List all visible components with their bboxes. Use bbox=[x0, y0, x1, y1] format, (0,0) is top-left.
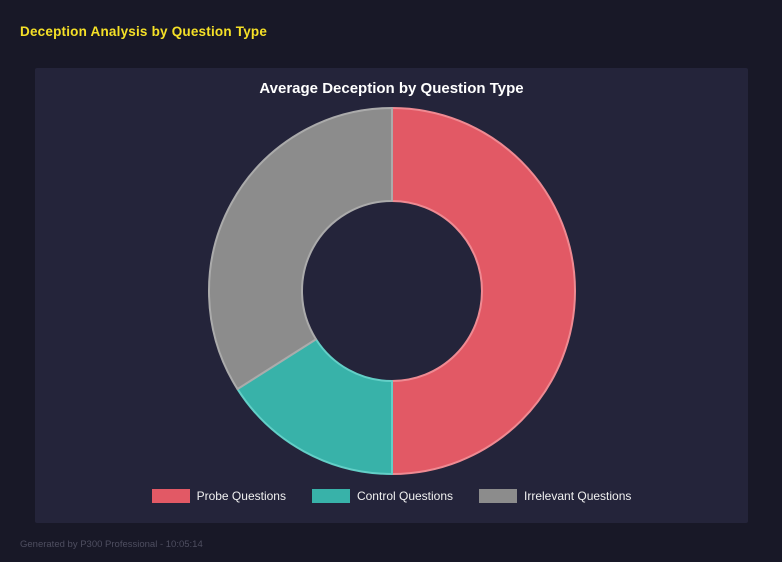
chart-title: Average Deception by Question Type bbox=[259, 80, 524, 97]
legend-item-control-questions[interactable]: Control Questions bbox=[311, 489, 454, 503]
legend-swatch-irrelevant-questions bbox=[479, 489, 518, 503]
donut-segment-irrelevant-questions[interactable] bbox=[207, 107, 393, 391]
footer-text: Generated by P300 Professional - 10:05:1… bbox=[20, 539, 203, 550]
chart-legend: Probe Questions Control Questions Irrele… bbox=[151, 489, 631, 503]
legend-swatch-probe-questions bbox=[151, 489, 190, 503]
legend-label-irrelevant-questions: Irrelevant Questions bbox=[524, 489, 632, 503]
legend-item-probe-questions[interactable]: Probe Questions bbox=[151, 489, 286, 503]
legend-item-irrelevant-questions[interactable]: Irrelevant Questions bbox=[479, 489, 631, 503]
legend-swatch-control-questions bbox=[311, 489, 350, 503]
legend-label-control-questions: Control Questions bbox=[356, 489, 454, 503]
donut-segment-control-questions[interactable] bbox=[235, 338, 393, 475]
chart-panel: Average Deception by Question Type Probe… bbox=[35, 68, 748, 523]
donut-chart bbox=[202, 101, 582, 481]
page-title: Deception Analysis by Question Type bbox=[20, 24, 268, 39]
donut-segment-probe-questions[interactable] bbox=[390, 107, 576, 475]
donut-chart-svg bbox=[207, 107, 576, 475]
legend-label-probe-questions: Probe Questions bbox=[196, 489, 286, 503]
